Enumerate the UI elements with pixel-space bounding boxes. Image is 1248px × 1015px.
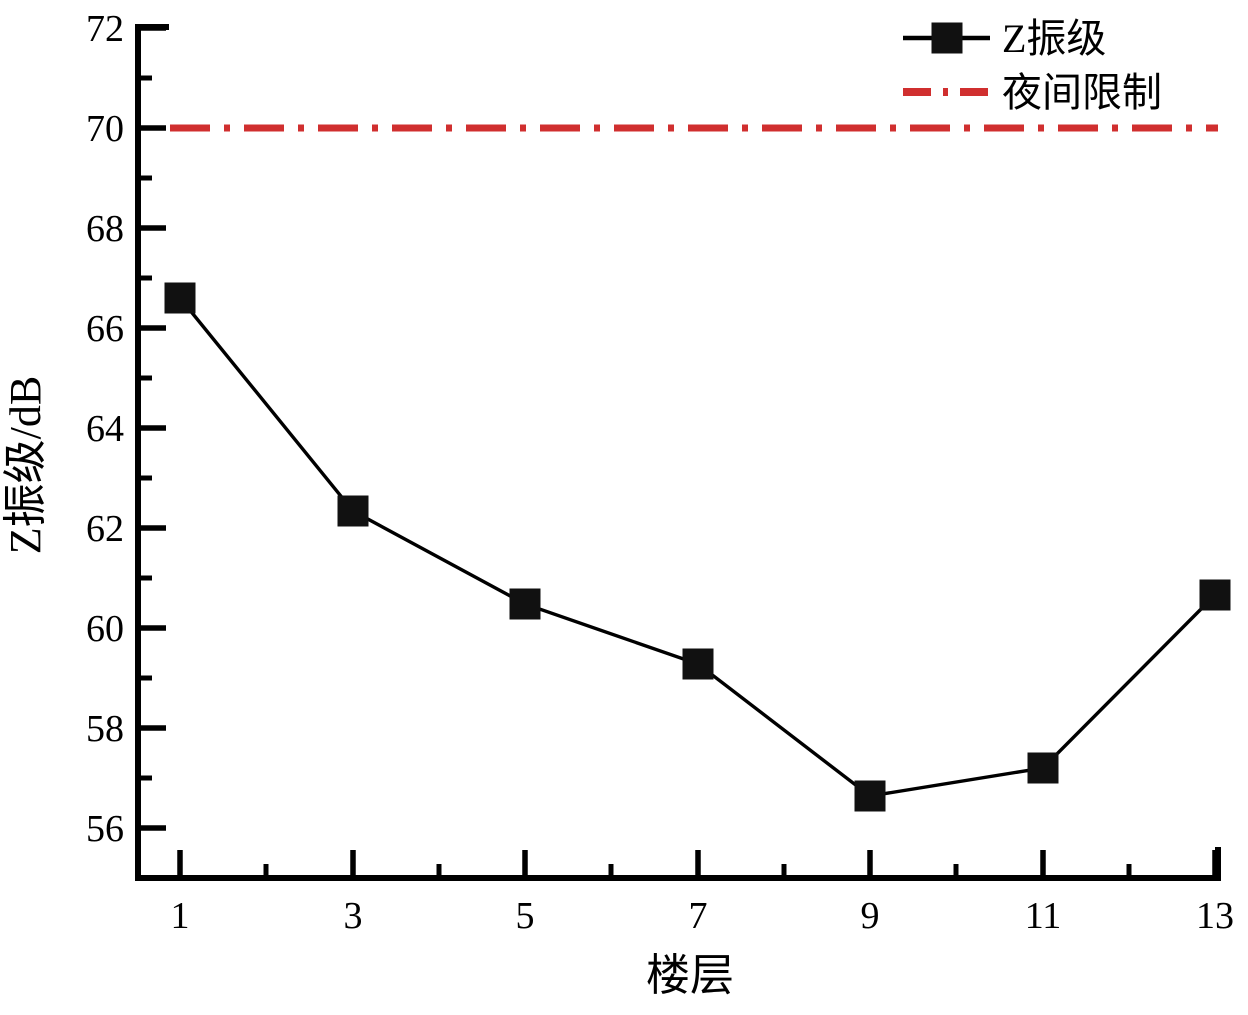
y-tick-label: 70 [86, 108, 124, 150]
y-tick-label: 56 [86, 808, 124, 850]
x-tick-label: 7 [689, 895, 708, 937]
data-point-marker [854, 780, 886, 812]
legend-label: Z振级 [1002, 16, 1106, 61]
x-minor-ticks [263, 864, 1132, 878]
y-tick-label: 64 [86, 408, 124, 450]
legend-item-night-limit[interactable]: 夜间限制 [903, 70, 1162, 115]
y-major-ticks [138, 25, 166, 831]
square-marker-icon [931, 22, 963, 54]
x-tick-label: 3 [344, 895, 363, 937]
y-tick-label: 60 [86, 608, 124, 650]
y-tick-label: 72 [86, 8, 124, 50]
data-point-marker [509, 588, 541, 620]
data-point-marker [1199, 579, 1231, 611]
x-tick-label: 11 [1025, 895, 1062, 937]
x-tick-label: 13 [1196, 895, 1234, 937]
y-tick-label: 62 [86, 508, 124, 550]
y-tick-label: 68 [86, 208, 124, 250]
x-major-ticks [177, 850, 1218, 878]
x-tick-label: 9 [861, 895, 880, 937]
x-tick-label: 5 [516, 895, 535, 937]
y-tick-label: 58 [86, 708, 124, 750]
legend: Z振级 夜间限制 [903, 16, 1162, 115]
x-tick-labels: 1 3 5 7 9 11 13 [171, 895, 1235, 937]
z-vibration-level-markers [164, 282, 1231, 812]
y-minor-ticks [138, 75, 152, 781]
x-tick-label: 1 [171, 895, 190, 937]
data-point-marker [337, 495, 369, 527]
legend-item-z-vibration[interactable]: Z振级 [903, 16, 1106, 61]
y-tick-labels: 56 58 60 62 64 66 68 70 72 [86, 8, 124, 850]
legend-label: 夜间限制 [1002, 70, 1162, 115]
data-point-marker [1027, 752, 1059, 784]
data-point-marker [682, 648, 714, 680]
z-vibration-level-line [178, 296, 1217, 798]
y-tick-label: 66 [86, 308, 124, 350]
data-point-marker [164, 282, 196, 314]
x-axis-title: 楼层 [646, 951, 734, 1000]
y-axis-title: Z振级/dB [1, 376, 50, 554]
axes-group [135, 24, 1221, 881]
